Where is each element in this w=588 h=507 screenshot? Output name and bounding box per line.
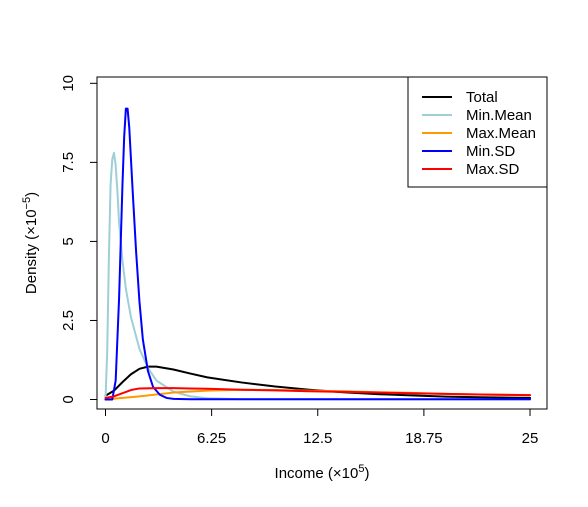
plot-frame <box>96 76 548 410</box>
legend-label: Max.Mean <box>466 125 536 142</box>
series-line-max-sd <box>104 387 532 399</box>
x-tick-label: 0 <box>101 430 109 447</box>
plot-area <box>104 107 532 401</box>
series-line-total <box>104 365 532 399</box>
x-tick-label: 18.75 <box>405 430 443 447</box>
y-tick-label: 10 <box>60 75 77 92</box>
x-axis-label: Income (×105) <box>275 463 370 482</box>
legend-label: Max.SD <box>466 161 520 178</box>
y-tick-label: 2.5 <box>60 310 77 331</box>
y-tick-label: 0 <box>60 395 77 403</box>
x-tick-label: 6.25 <box>197 430 226 447</box>
x-tick-label: 25 <box>522 430 539 447</box>
y-tick-label: 7.5 <box>60 152 77 173</box>
legend-label: Min.Mean <box>466 107 532 124</box>
series-line-min-sd <box>104 107 532 401</box>
legend-label: Min.SD <box>466 143 515 160</box>
series-line-min-mean <box>104 151 532 401</box>
y-tick-label: 5 <box>60 237 77 245</box>
axes: 0 6.25 12.5 18.75 25 0 2.5 5 7.5 10 Income (×105) D… <box>21 75 548 482</box>
legend-label: Total <box>466 89 498 106</box>
x-tick-label: 12.5 <box>303 430 332 447</box>
y-axis-label: Density (×10−5) <box>21 192 40 294</box>
